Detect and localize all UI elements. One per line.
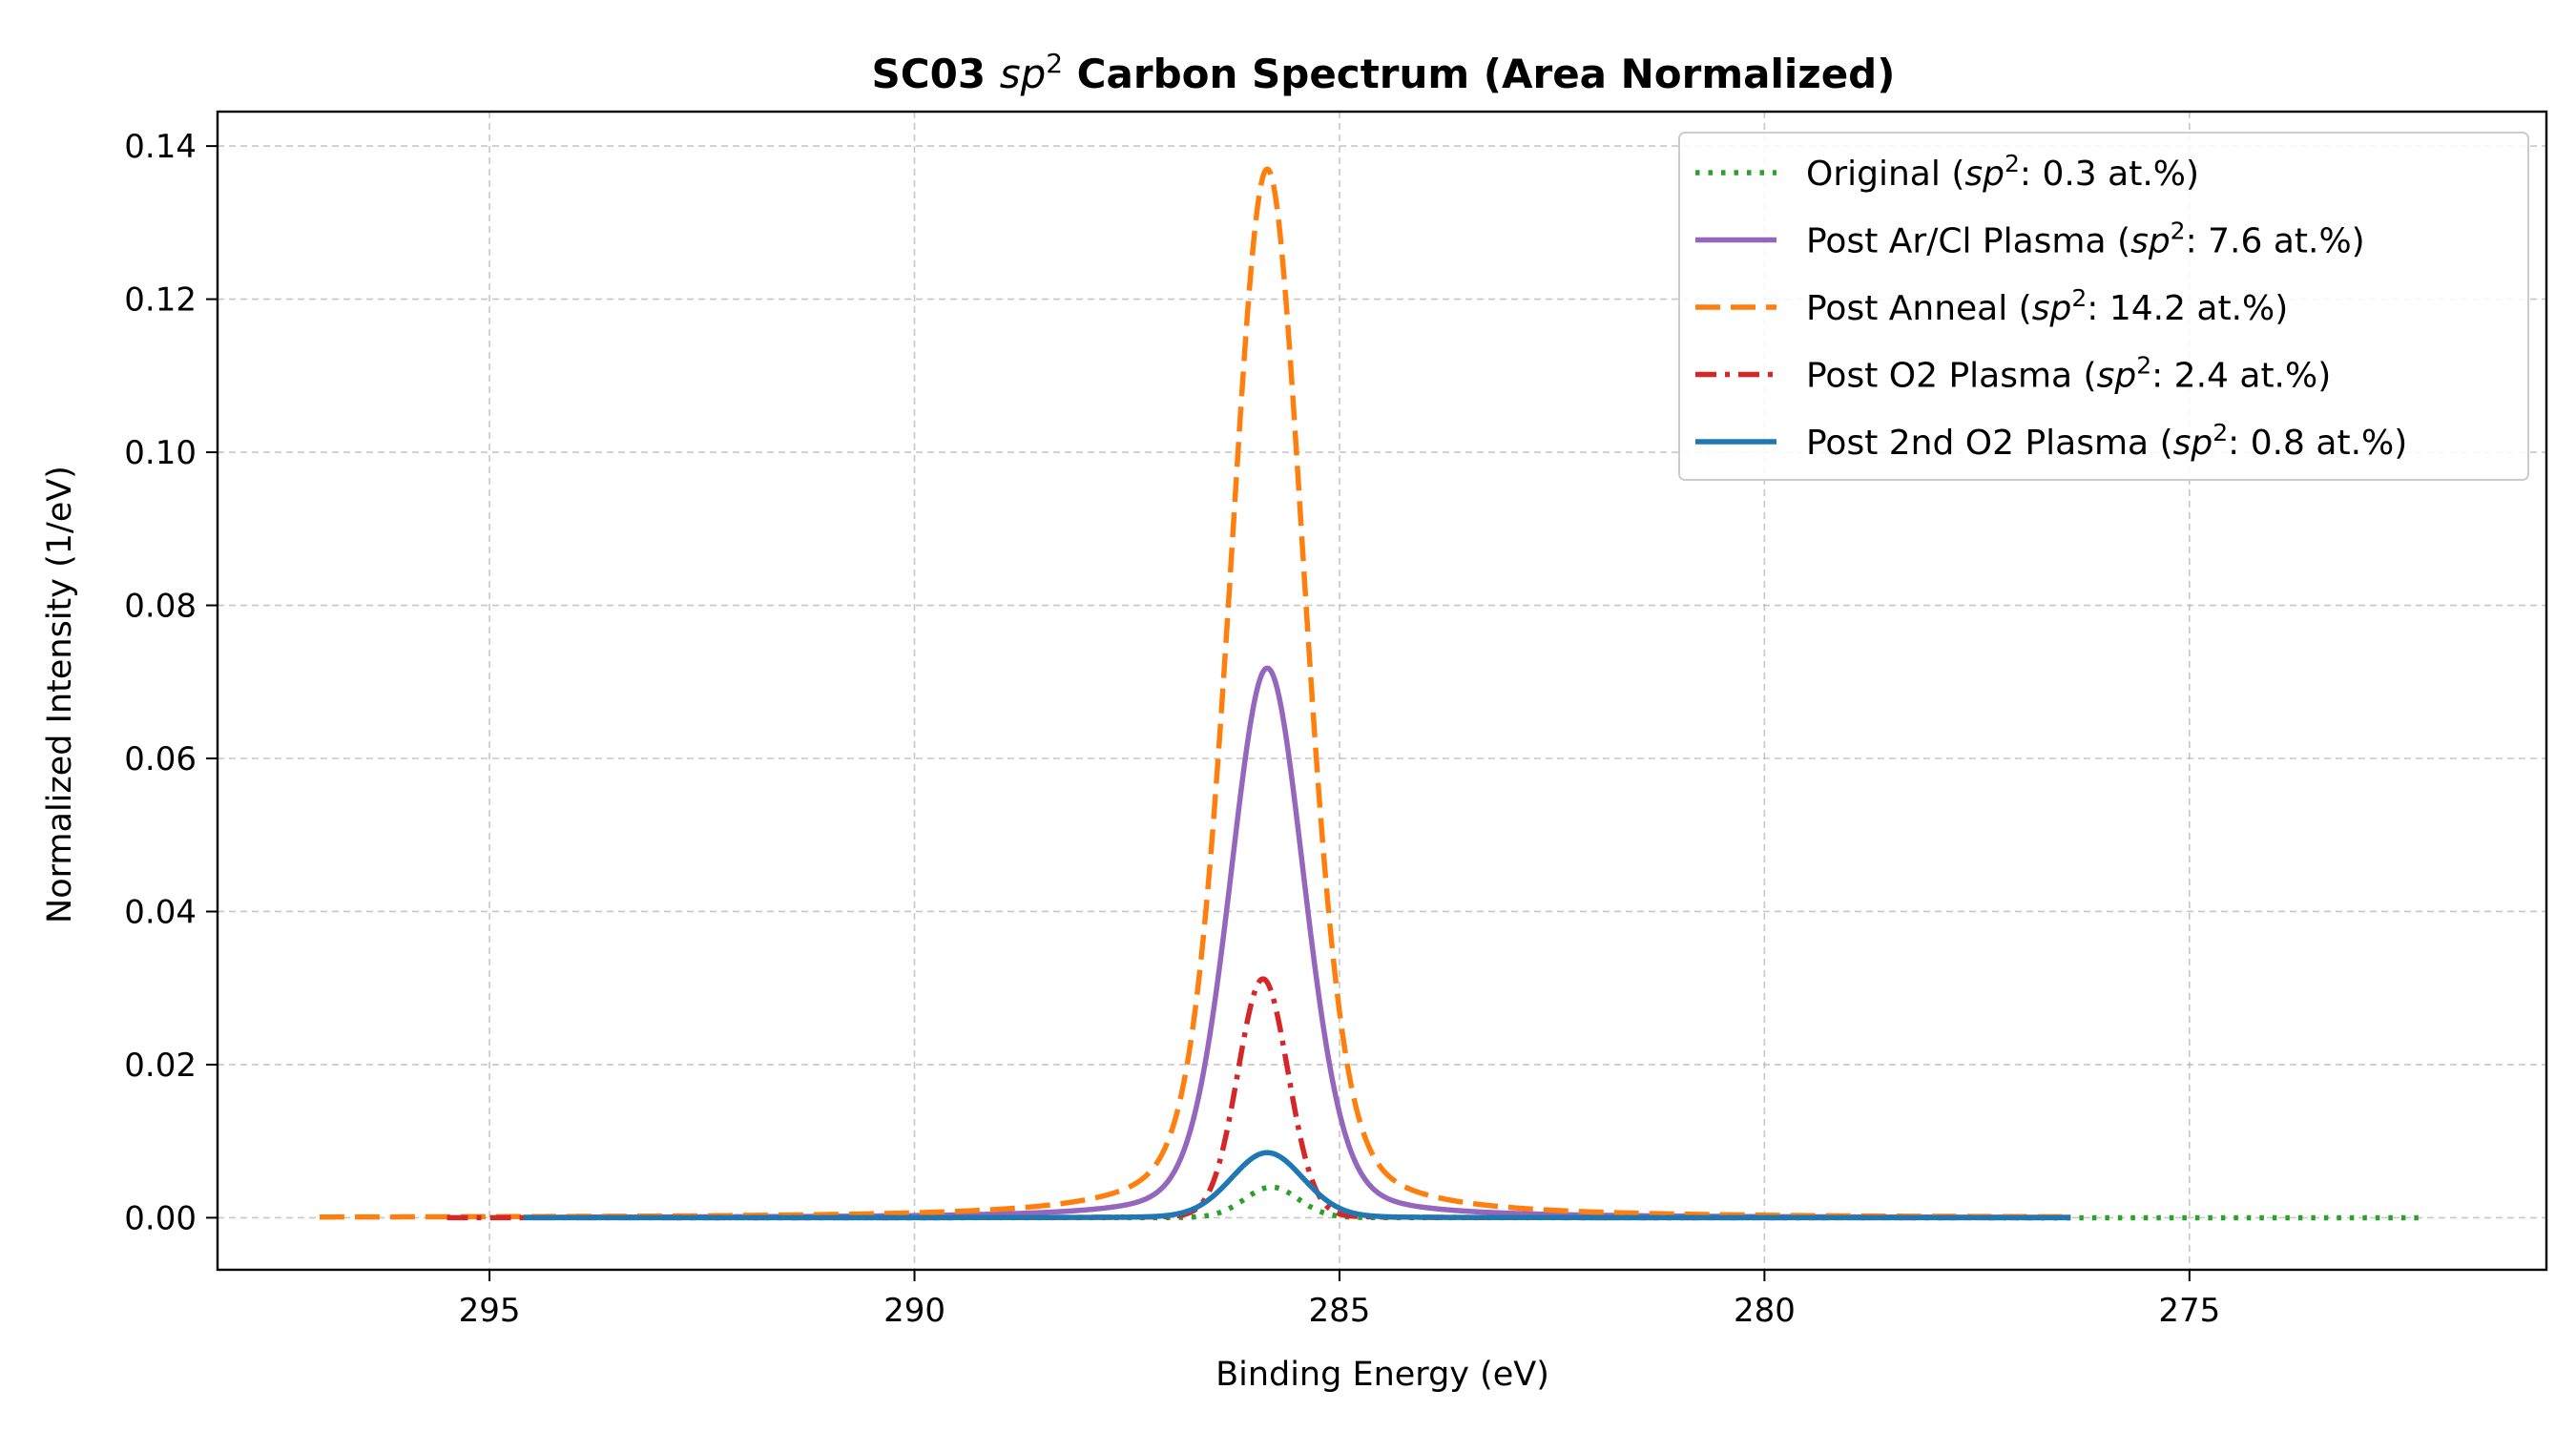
plot-frame — [216, 110, 2548, 1272]
legend-label-prefix: Post 2nd O2 Plasma ( — [1806, 424, 2173, 463]
legend-label-math: sp — [2130, 222, 2171, 261]
legend-label-prefix: Original ( — [1806, 155, 1964, 194]
y-tick-label: 0.10 — [124, 434, 197, 472]
legend-label-superscript: 2 — [2136, 352, 2151, 380]
legend-label-suffix: : 2.4 at.%) — [2151, 357, 2331, 396]
y-tick-label: 0.02 — [124, 1047, 197, 1085]
series-line-post-ar-cl-plasma — [522, 665, 2072, 1220]
legend-label-math: sp — [2097, 357, 2137, 396]
legend-label-superscript: 2 — [2071, 284, 2087, 312]
chart-title-suffix: Carbon Spectrum (Area Normalized) — [1063, 51, 1895, 97]
chart-title: SC03 sp2 Carbon Spectrum (Area Normalize… — [872, 48, 1896, 97]
y-axis-label: Normalized Intensity (1/eV) — [41, 466, 79, 923]
legend-label-prefix: Post Anneal ( — [1806, 289, 2032, 328]
chart-title-prefix: SC03 — [872, 51, 1000, 97]
x-tick-label: 280 — [1734, 1292, 1796, 1330]
legend-entry-label: Original (sp2: 0.3 at.%) — [1806, 150, 2199, 194]
legend-label-math: sp — [1964, 155, 2005, 194]
legend-label-prefix: Post O2 Plasma ( — [1806, 357, 2097, 396]
series-line-post-o2-plasma — [446, 976, 2072, 1221]
legend-label-prefix: Post Ar/Cl Plasma ( — [1806, 222, 2130, 261]
y-tick-label: 0.12 — [124, 281, 197, 320]
legend-entry-label: Post Anneal (sp2: 14.2 at.%) — [1806, 284, 2288, 328]
legend-label-suffix: : 7.6 at.%) — [2186, 222, 2365, 261]
series-layer — [318, 166, 2420, 1221]
series-line-post-2nd-o2-plasma — [522, 1150, 2072, 1221]
legend-box — [1678, 132, 2529, 481]
legend-entry-label: Post O2 Plasma (sp2: 2.4 at.%) — [1806, 352, 2331, 396]
y-tick-label: 0.08 — [124, 588, 197, 626]
legend-label-math: sp — [2032, 289, 2072, 328]
legend-label-superscript: 2 — [2005, 150, 2020, 177]
x-tick-label: 295 — [459, 1292, 521, 1330]
legend-entry-label: Post 2nd O2 Plasma (sp2: 0.8 at.%) — [1806, 419, 2407, 463]
tick-layer: 295 290 285 280 275 0.00 0.02 0.04 0.06 0.08 0.10 0… — [124, 128, 2220, 1330]
chart-title-math: sp — [1000, 51, 1047, 97]
y-tick-label: 0.00 — [124, 1199, 197, 1237]
legend-label-math: sp — [2173, 424, 2213, 463]
legend-label-superscript: 2 — [2212, 419, 2228, 446]
legend-entry-label: Post Ar/Cl Plasma (sp2: 7.6 at.%) — [1806, 218, 2365, 261]
chart-title-superscript: 2 — [1046, 48, 1063, 79]
legend-label-suffix: : 0.3 at.%) — [2020, 155, 2199, 194]
legend: Original (sp2: 0.3 at.%)Post Ar/Cl Plasm… — [1678, 132, 2529, 481]
x-tick-label: 285 — [1309, 1292, 1371, 1330]
x-tick-label: 275 — [2158, 1292, 2220, 1330]
y-tick-label: 0.04 — [124, 893, 197, 931]
legend-label-superscript: 2 — [2171, 218, 2186, 245]
y-tick-label: 0.14 — [124, 128, 197, 166]
x-tick-label: 290 — [883, 1292, 945, 1330]
legend-label-suffix: : 14.2 at.%) — [2087, 289, 2288, 328]
legend-label-suffix: : 0.8 at.%) — [2228, 424, 2407, 463]
x-axis-label: Binding Energy (eV) — [1215, 1356, 1549, 1394]
y-tick-label: 0.06 — [124, 740, 197, 778]
